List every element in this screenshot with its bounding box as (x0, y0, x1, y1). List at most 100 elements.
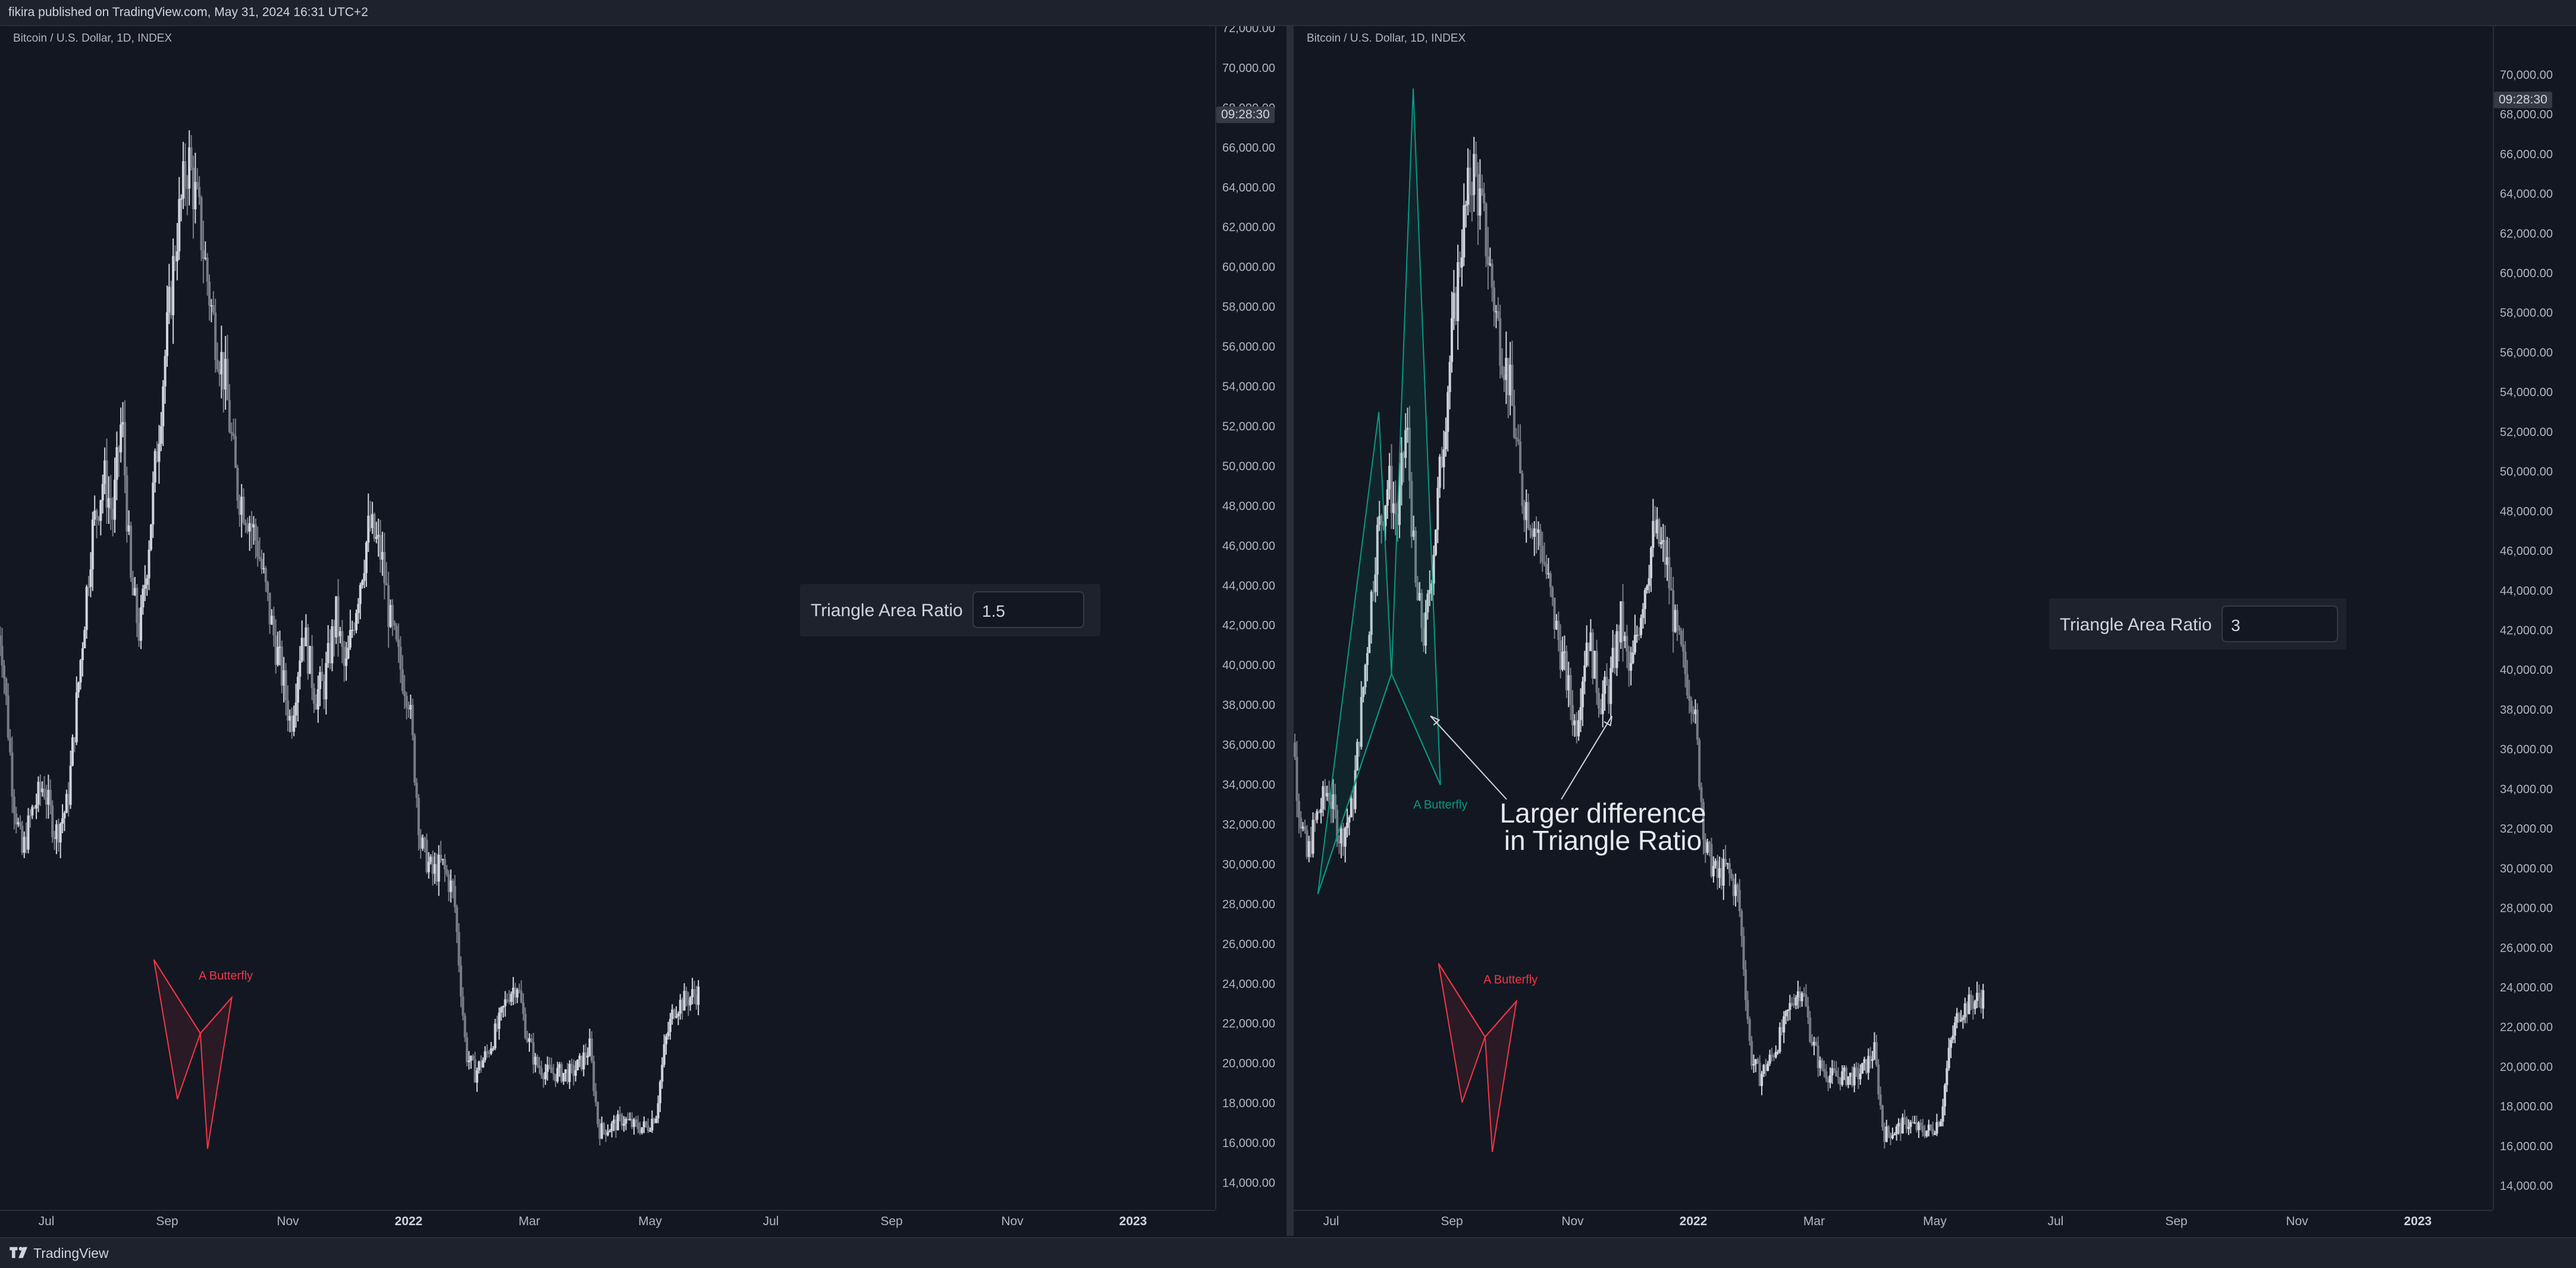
pattern-triangle-xab[interactable] (1438, 963, 1486, 1103)
time-axis-left[interactable] (0, 1210, 1215, 1236)
candle-body (510, 993, 513, 1002)
candle-body (1555, 620, 1558, 630)
pattern-leg-bd[interactable] (1391, 673, 1441, 786)
candle-body (467, 1060, 470, 1062)
time-tick-label: Mar (519, 1214, 540, 1228)
pattern-label: A Butterfly (1483, 973, 1538, 986)
price-axis-right[interactable] (2493, 26, 2576, 1210)
chart-canvas-left[interactable]: 72,000.0070,000.0068,000.0066,000.0064,0… (0, 26, 1287, 1236)
pattern-triangle-bcd[interactable] (1391, 88, 1441, 786)
candle-body (1326, 793, 1329, 797)
pattern-leg-bd[interactable] (200, 997, 233, 1034)
triangle-ratio-input[interactable]: 3 (2222, 605, 2338, 642)
candle-body (647, 1125, 650, 1131)
candle-body (1929, 1125, 1932, 1129)
candle-body (1841, 1071, 1844, 1085)
candle-body (421, 837, 424, 849)
butterfly-pattern[interactable]: A Butterfly (1438, 963, 1538, 1153)
candle-body (691, 989, 694, 997)
candle-body (1553, 597, 1556, 630)
candle-body (329, 643, 332, 664)
pattern-triangle-xab[interactable] (1317, 412, 1392, 894)
candle-body (1400, 453, 1403, 485)
pattern-leg-xb[interactable] (1438, 963, 1486, 1037)
candle-body (566, 1069, 569, 1082)
butterfly-pattern[interactable]: A Butterfly (153, 959, 253, 1149)
candle-body (1448, 362, 1451, 393)
candle-body (401, 669, 404, 691)
candle-body (27, 815, 30, 850)
candle-body (288, 715, 291, 721)
candle-body (1963, 1003, 1966, 1018)
price-axis-left[interactable] (1215, 26, 1288, 1210)
candle-body (379, 535, 382, 560)
triangle-ratio-input[interactable]: 1.5 (972, 591, 1084, 628)
candle-body (158, 444, 161, 462)
pattern-leg-xb[interactable] (1317, 673, 1392, 894)
butterfly-pattern[interactable]: A Butterfly (1317, 88, 1468, 894)
price-tick-label: 68,000.00 (2500, 108, 2553, 121)
candle-body (363, 573, 366, 581)
pattern-triangle-bcd[interactable] (1484, 999, 1518, 1153)
pattern-leg-xb[interactable] (153, 959, 201, 1034)
pattern-triangle-bcd[interactable] (199, 995, 233, 1149)
candle-body (309, 646, 312, 674)
publish-bar: fikira published on TradingView.com, May… (0, 0, 2576, 26)
pattern-leg-bd[interactable] (1485, 1000, 1517, 1038)
candle-body (1511, 365, 1514, 406)
annotation-line-2: in Triangle Ratio (1504, 825, 1702, 856)
candle-body (1541, 545, 1544, 562)
candle-body (1454, 293, 1457, 321)
candle-body (1451, 318, 1453, 362)
candle-body (1678, 627, 1681, 631)
candle-body (1529, 528, 1532, 531)
candle-body (1780, 1027, 1783, 1032)
candle-body (190, 147, 193, 168)
candle-body (1718, 868, 1721, 878)
candle-body (17, 822, 20, 825)
candle-body (1659, 542, 1662, 544)
candle-body (1350, 798, 1353, 817)
candle-body (1756, 1059, 1759, 1063)
chart-panel-left[interactable]: 72,000.0070,000.0068,000.0066,000.0064,0… (0, 26, 1287, 1236)
candle-body (616, 1114, 619, 1131)
candle-body (310, 646, 313, 689)
candle-body (369, 516, 372, 528)
panel-divider[interactable] (1287, 26, 1294, 1236)
candle-body (522, 1002, 525, 1014)
candle-body (1917, 1122, 1920, 1131)
candle-body (23, 837, 26, 853)
candle-body (1722, 858, 1725, 886)
candle-body (671, 1009, 674, 1019)
chart-panel-right[interactable]: 70,000.00 68,000.00 66,000.00 64,000.00 62,0… (1294, 26, 2576, 1236)
candle-body (1972, 1003, 1975, 1009)
time-axis-right[interactable] (1294, 1210, 2493, 1236)
candle-body (89, 569, 92, 587)
price-tick-label: 22,000.00 (1222, 1018, 1275, 1031)
candle-body (361, 580, 364, 585)
candle-body (123, 422, 126, 476)
candle-body (1700, 787, 1703, 802)
candle-body (117, 447, 120, 453)
candle-body (403, 691, 406, 696)
candle-body (59, 823, 62, 843)
candle-body (75, 692, 78, 743)
candle-body (697, 986, 700, 1005)
triangle-ratio-setting[interactable]: Triangle Area Ratio 3 (2049, 598, 2346, 649)
triangle-ratio-setting[interactable]: Triangle Area Ratio 1.5 (800, 584, 1100, 636)
candle-body (1581, 681, 1584, 708)
candle-body (635, 1119, 638, 1123)
candle-body (1861, 1063, 1864, 1074)
candle-body (236, 467, 239, 501)
footer-brand: TradingView (33, 1245, 109, 1261)
time-tick-label: May (1923, 1214, 1947, 1228)
pattern-triangle-xab[interactable] (153, 959, 201, 1100)
candle-body (248, 523, 251, 532)
candle-body (1633, 635, 1636, 652)
candle-body (1740, 911, 1743, 936)
candle-body (1956, 1013, 1959, 1023)
chart-canvas-right[interactable]: 70,000.00 68,000.00 66,000.00 64,000.00 62,0… (1294, 26, 2576, 1236)
candle-body (1630, 663, 1633, 671)
candle-body (1460, 257, 1463, 268)
candle-body (457, 932, 460, 966)
